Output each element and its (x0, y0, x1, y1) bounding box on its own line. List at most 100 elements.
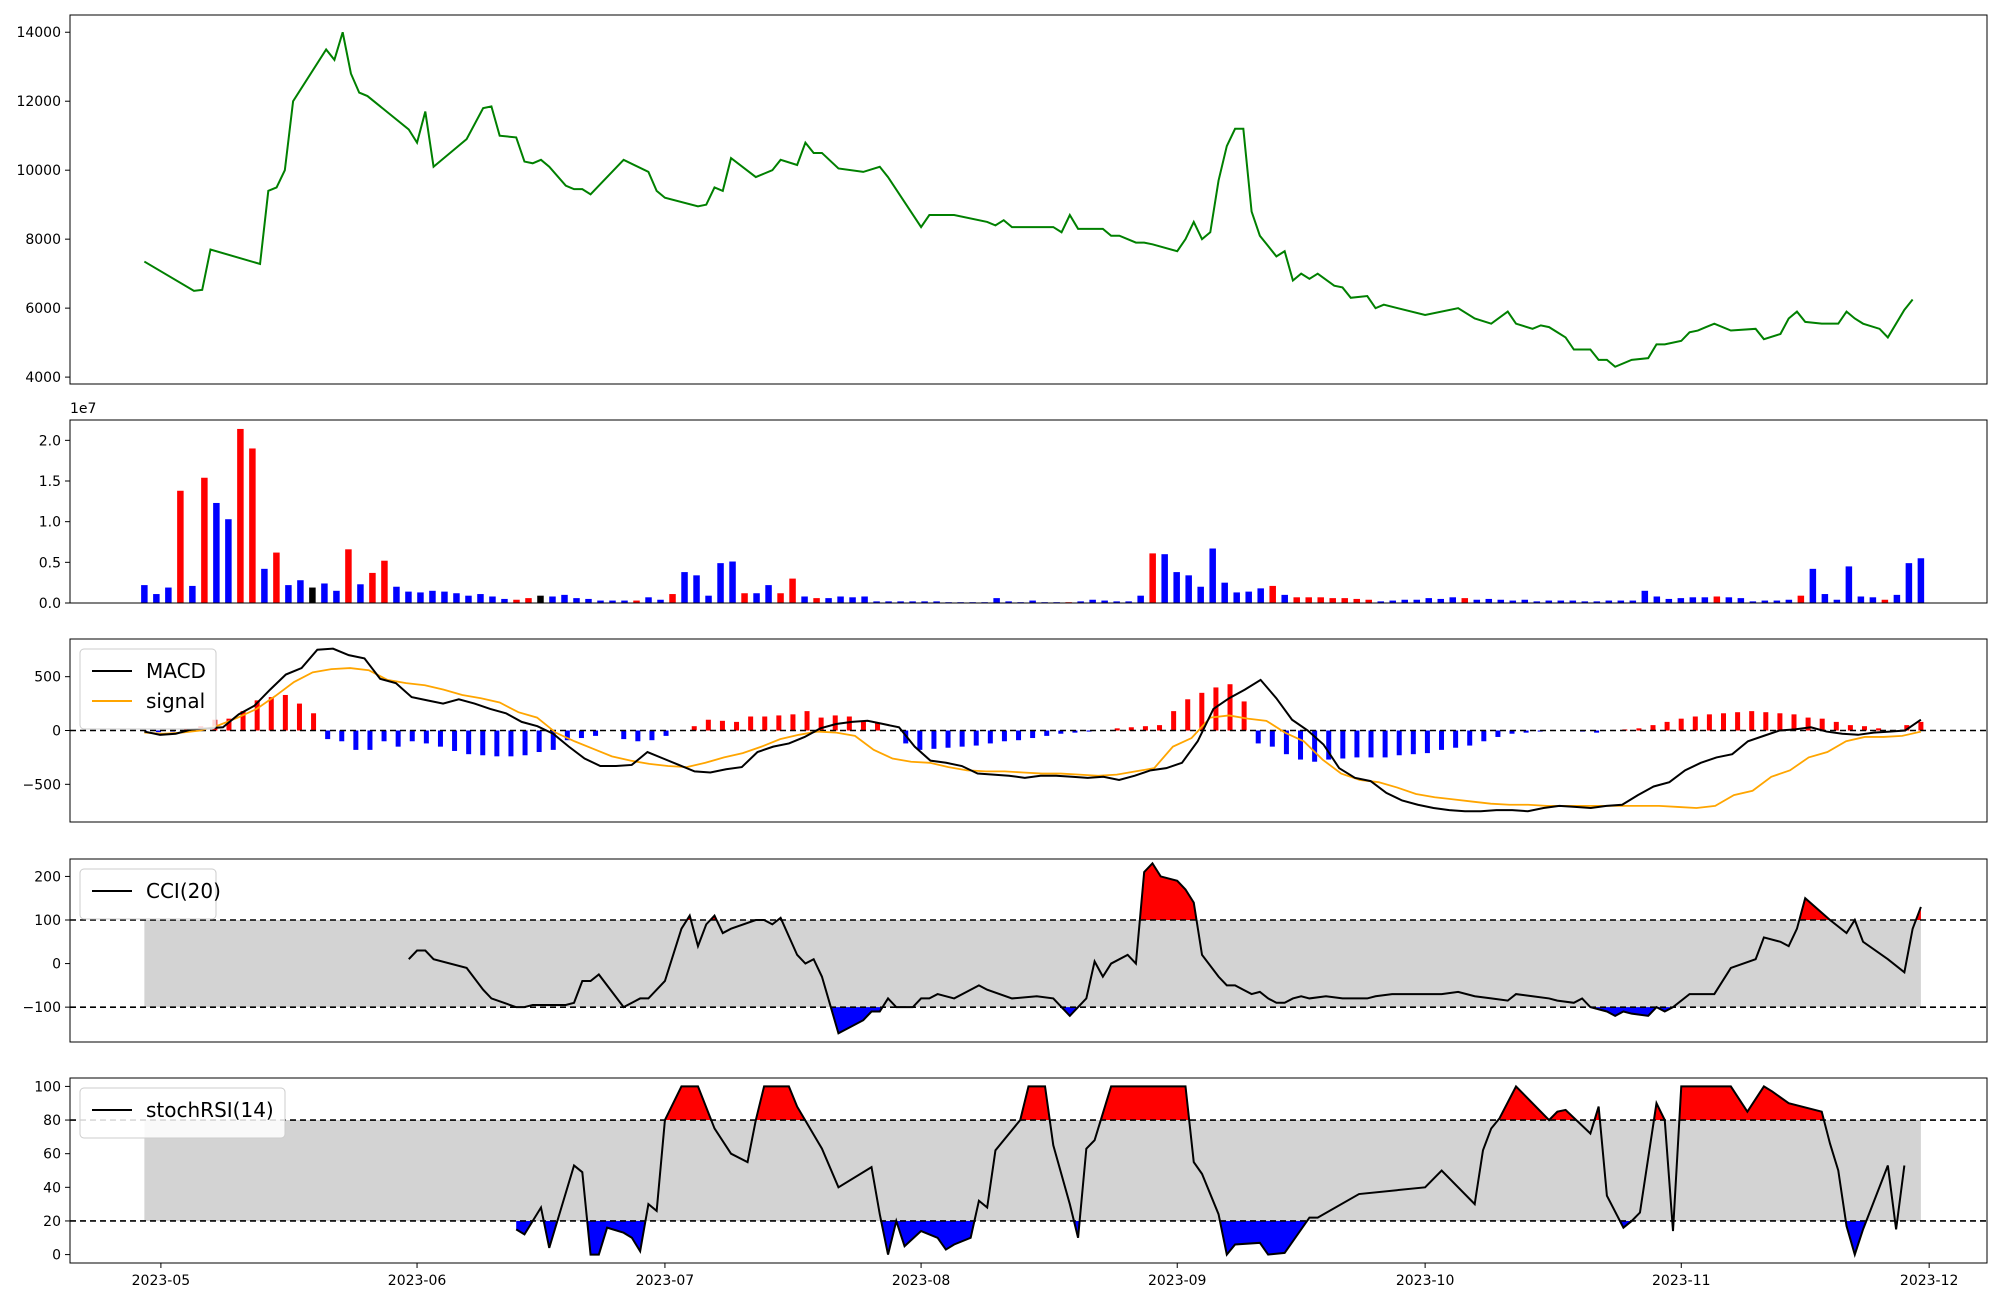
volume-bar (357, 584, 364, 603)
stochrsi-ytick-label: 60 (43, 1147, 61, 1163)
volume-bar (813, 598, 820, 603)
macd-histogram-bar (395, 730, 401, 747)
x-tick-label: 2023-12 (1900, 1273, 1959, 1289)
cci-series-layer (70, 861, 1987, 1035)
stochrsi-overbought-fill (664, 1086, 712, 1121)
macd-histogram-bar (1777, 713, 1783, 731)
macd-histogram-bar (311, 713, 317, 731)
macd-histogram-bar (1721, 713, 1727, 731)
volume-bar (789, 578, 796, 603)
stochrsi-neutral-band (144, 1120, 1921, 1221)
price-panel: 4000 6000 8000 10000 12000 14000 (16, 14, 1988, 386)
volume-bar (753, 593, 760, 603)
stochrsi-panel: 0 20 40 60 80 100 stochRSI(14) 2023-05 2023-06… (34, 1077, 1988, 1289)
cci-ytick-label: −100 (23, 1000, 61, 1016)
macd-histogram-bar (1763, 712, 1769, 731)
macd-histogram-bar (1523, 730, 1529, 733)
stochrsi-line (515, 1084, 1906, 1258)
macd-histogram-bar (550, 730, 556, 750)
price-ytick-label: 6000 (25, 301, 61, 317)
macd-histogram-bar (1749, 711, 1755, 731)
volume-bar (1341, 598, 1348, 603)
volume-bar (1641, 590, 1649, 603)
cci-panel-frame (69, 858, 1988, 1043)
volume-bar (993, 598, 1000, 603)
macd-histogram-bar (409, 730, 415, 742)
volume-bar (1401, 599, 1408, 603)
stochrsi-panel-frame (69, 1077, 1988, 1264)
volume-bar (1653, 596, 1661, 603)
macd-histogram-bar (1805, 717, 1811, 731)
volume-bar (1305, 597, 1312, 603)
macd-histogram-bar (1072, 730, 1078, 733)
volume-bar (1785, 599, 1793, 603)
volume-bar (489, 596, 496, 603)
macd-histogram-bar (282, 694, 288, 731)
macd-histogram-bar (621, 730, 627, 740)
volume-bar (1905, 563, 1913, 603)
stochrsi-oversold-fill (1219, 1220, 1308, 1255)
cci-ytick-label: 200 (34, 869, 61, 885)
volume-bar (1233, 592, 1240, 603)
stochrsi-overbought-fill (1498, 1086, 1577, 1121)
volume-bar (465, 595, 472, 603)
macd-histogram-bar (1833, 721, 1839, 731)
price-ytick-label: 10000 (16, 163, 61, 179)
stochrsi-oversold-fill (1845, 1220, 1867, 1255)
volume-bar (1137, 595, 1144, 603)
volume-ytick-label: 0.0 (39, 596, 61, 612)
volume-bars-layer (141, 428, 1925, 603)
x-tick-label: 2023-10 (1396, 1273, 1455, 1289)
volume-bar (1173, 572, 1180, 603)
macd-histogram-bar (1269, 730, 1275, 747)
volume-bar (297, 580, 304, 603)
macd-histogram-bar (1340, 730, 1346, 759)
volume-bar (225, 519, 232, 603)
volume-bar (705, 595, 712, 603)
macd-histogram-bar (226, 718, 232, 731)
volume-bar (1329, 598, 1336, 603)
volume-bar (141, 585, 148, 603)
stochrsi-legend-box (79, 1087, 286, 1139)
x-tick-label: 2023-05 (132, 1273, 191, 1289)
volume-bar (285, 585, 292, 603)
volume-ytick-label: 1.0 (39, 515, 61, 531)
volume-bar (1605, 600, 1613, 603)
macd-histogram-bar (1847, 725, 1853, 731)
volume-bar (837, 596, 844, 603)
volume-bar (1689, 597, 1697, 603)
macd-histogram-bar (987, 730, 993, 744)
macd-histogram-bar (522, 730, 528, 756)
stochrsi-ytick-label: 100 (34, 1079, 61, 1095)
x-tick-label: 2023-08 (892, 1273, 951, 1289)
macd-histogram-bar (536, 730, 542, 753)
macd-histogram-bar (748, 716, 754, 731)
volume-bar (345, 549, 352, 603)
macd-histogram-bar (508, 730, 514, 757)
volume-bar (1581, 601, 1589, 603)
macd-histogram-bar (832, 715, 838, 731)
macd-histogram-bar (1030, 730, 1036, 739)
volume-bar (1893, 594, 1901, 603)
stochrsi-series-layer (70, 1084, 1987, 1258)
volume-bar (1365, 599, 1372, 603)
macd-histogram-bar (1439, 730, 1445, 750)
cci-legend: CCI(20) (79, 868, 221, 920)
macd-histogram-bar (593, 730, 599, 736)
volume-bar (693, 575, 700, 603)
macd-histogram-bar (1918, 721, 1924, 731)
stochrsi-ytick-label: 0 (52, 1248, 61, 1264)
volume-ytick-label: 1.5 (39, 474, 61, 490)
volume-bar (165, 587, 172, 603)
macd-histogram-bar (367, 730, 373, 750)
price-line (143, 31, 1914, 368)
macd-histogram-bar (494, 730, 500, 757)
macd-histogram-bar (1185, 699, 1191, 731)
volume-bar (561, 594, 568, 603)
volume-bar (1809, 568, 1817, 603)
volume-bar (1389, 600, 1396, 603)
volume-bar (1773, 600, 1781, 603)
x-tick-label: 2023-06 (388, 1273, 447, 1289)
volume-bar (1089, 599, 1096, 603)
volume-bar (1317, 597, 1324, 603)
